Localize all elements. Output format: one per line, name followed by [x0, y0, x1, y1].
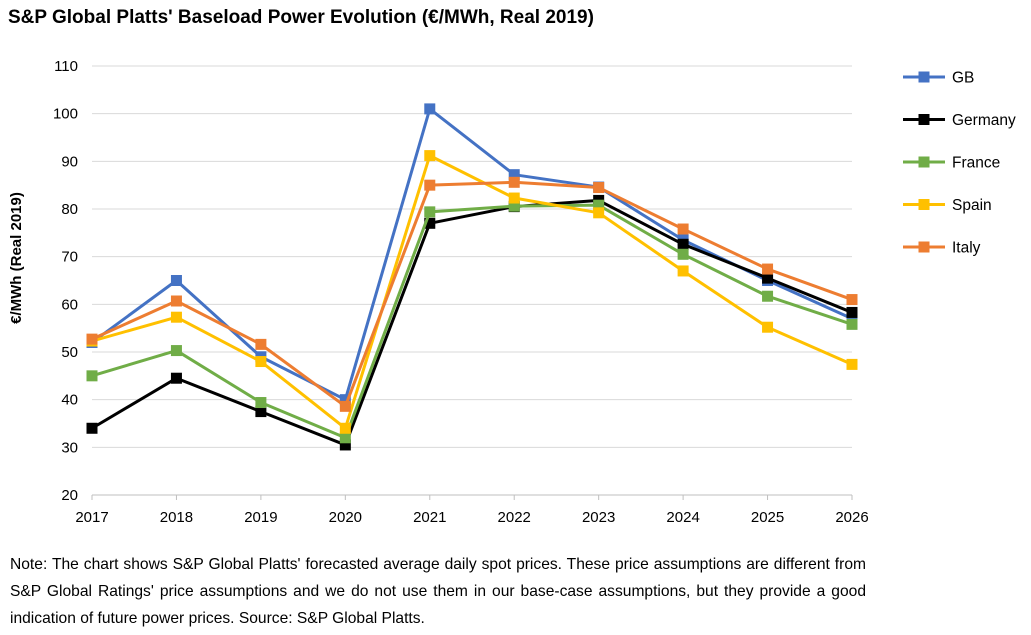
y-axis-label: €/MWh (Real 2019): [8, 192, 25, 324]
series-line-germany: [91, 198, 853, 447]
legend-item-italy: Italy: [903, 240, 981, 257]
data-point-spain-2021: [424, 150, 436, 162]
x-tick-label-2018: 2018: [160, 509, 193, 526]
data-point-italy-2022: [508, 176, 520, 188]
data-point-france-2017: [86, 370, 98, 382]
data-point-italy-2025: [762, 263, 774, 275]
data-point-gb-2018: [170, 275, 182, 286]
data-point-spain-2019: [255, 356, 267, 368]
data-point-italy-2018: [170, 295, 182, 307]
data-point-italy-2021: [424, 179, 436, 191]
x-tick-label-2022: 2022: [498, 509, 531, 526]
x-tick-label-2020: 2020: [329, 509, 362, 526]
y-tick-label-110: 110: [54, 58, 78, 75]
legend-marker-gb: [918, 71, 930, 83]
gridlines: [92, 65, 852, 448]
data-point-italy-2020: [339, 400, 351, 412]
x-tick-label-2017: 2017: [75, 509, 108, 526]
y-tick-label-50: 50: [61, 344, 78, 361]
data-point-germany-2025: [762, 272, 774, 284]
legend-label-gb: GB: [952, 70, 974, 87]
data-point-spain-2025: [762, 321, 774, 333]
legend-label-italy: Italy: [952, 240, 981, 257]
legend-marker-france: [918, 156, 930, 168]
series-line-france: [91, 203, 853, 440]
data-point-gb-2026: [846, 313, 858, 325]
legend-item-germany: Germany: [903, 112, 1016, 129]
data-point-italy-2026: [846, 294, 858, 306]
legend-marker-italy: [918, 241, 930, 253]
axes: 20 30 40 50 60 70 80 90 100 110 2017 2018 2019 2020 20…: [53, 58, 869, 526]
x-tick-label-2024: 2024: [666, 509, 699, 526]
chart-note: Note: The chart shows S&P Global Platts'…: [10, 556, 866, 627]
data-point-france-2023: [593, 199, 605, 211]
data-point-gb-2022: [508, 169, 520, 181]
data-point-france-2024: [677, 248, 689, 260]
data-point-spain-2020: [339, 422, 351, 434]
data-point-spain-2022: [508, 192, 520, 204]
data-point-italy-2024: [677, 223, 689, 235]
data-point-gb-2021: [424, 103, 436, 115]
y-tick-label-60: 60: [61, 296, 78, 313]
y-tick-label-30: 30: [61, 439, 78, 456]
legend-item-gb: GB: [903, 70, 974, 87]
data-point-germany-2018: [170, 372, 182, 384]
legend-label-germany: Germany: [952, 112, 1016, 129]
y-tick-label-70: 70: [61, 249, 78, 266]
x-tick-label-2026: 2026: [835, 509, 868, 526]
data-point-spain-2024: [677, 265, 689, 277]
legend-item-france: France: [903, 155, 1000, 172]
series-line-italy: [91, 180, 853, 408]
chart-title: S&P Global Platts' Baseload Power Evolut…: [8, 7, 594, 28]
data-point-italy-2019: [255, 338, 267, 350]
data-point-germany-2026: [846, 306, 858, 318]
data-point-italy-2023: [593, 182, 605, 194]
line-chart: 20 30 40 50 60 70 80 90 100 110 2017 2018 2019 2020 20…: [8, 58, 1016, 526]
series-lines: [86, 103, 858, 451]
data-point-france-2020: [339, 432, 351, 444]
data-point-italy-2017: [86, 333, 98, 345]
legend-marker-spain: [918, 199, 930, 210]
data-point-germany-2017: [86, 422, 98, 434]
data-point-france-2018: [170, 345, 182, 357]
y-tick-label-80: 80: [61, 201, 78, 218]
data-point-spain-2023: [593, 207, 605, 219]
data-point-gb-2020: [339, 394, 351, 406]
data-point-spain-2018: [170, 311, 182, 323]
legend: GB Germany France Spain Italy: [903, 70, 1016, 257]
y-tick-label-90: 90: [61, 153, 78, 170]
x-tick-label-2023: 2023: [582, 509, 615, 526]
x-tick-label-2025: 2025: [751, 509, 784, 526]
data-point-france-2025: [762, 290, 774, 302]
data-point-germany-2021: [424, 217, 436, 229]
legend-item-spain: Spain: [903, 197, 992, 214]
legend-label-spain: Spain: [952, 197, 992, 214]
data-point-france-2022: [508, 200, 520, 212]
y-tick-label-40: 40: [61, 392, 78, 409]
legend-marker-germany: [918, 114, 930, 125]
x-tick-label-2019: 2019: [244, 509, 277, 526]
x-tick-label-2021: 2021: [413, 509, 446, 526]
data-point-germany-2019: [255, 406, 267, 418]
y-tick-label-20: 20: [61, 487, 78, 504]
series-line-spain: [91, 154, 853, 430]
y-tick-label-100: 100: [53, 106, 78, 123]
data-point-france-2026: [846, 318, 858, 330]
data-point-germany-2020: [339, 439, 351, 451]
data-point-france-2021: [424, 206, 436, 218]
data-point-spain-2026: [846, 358, 858, 370]
legend-label-france: France: [952, 155, 1000, 172]
data-point-germany-2024: [677, 238, 689, 250]
data-point-france-2019: [255, 397, 267, 409]
